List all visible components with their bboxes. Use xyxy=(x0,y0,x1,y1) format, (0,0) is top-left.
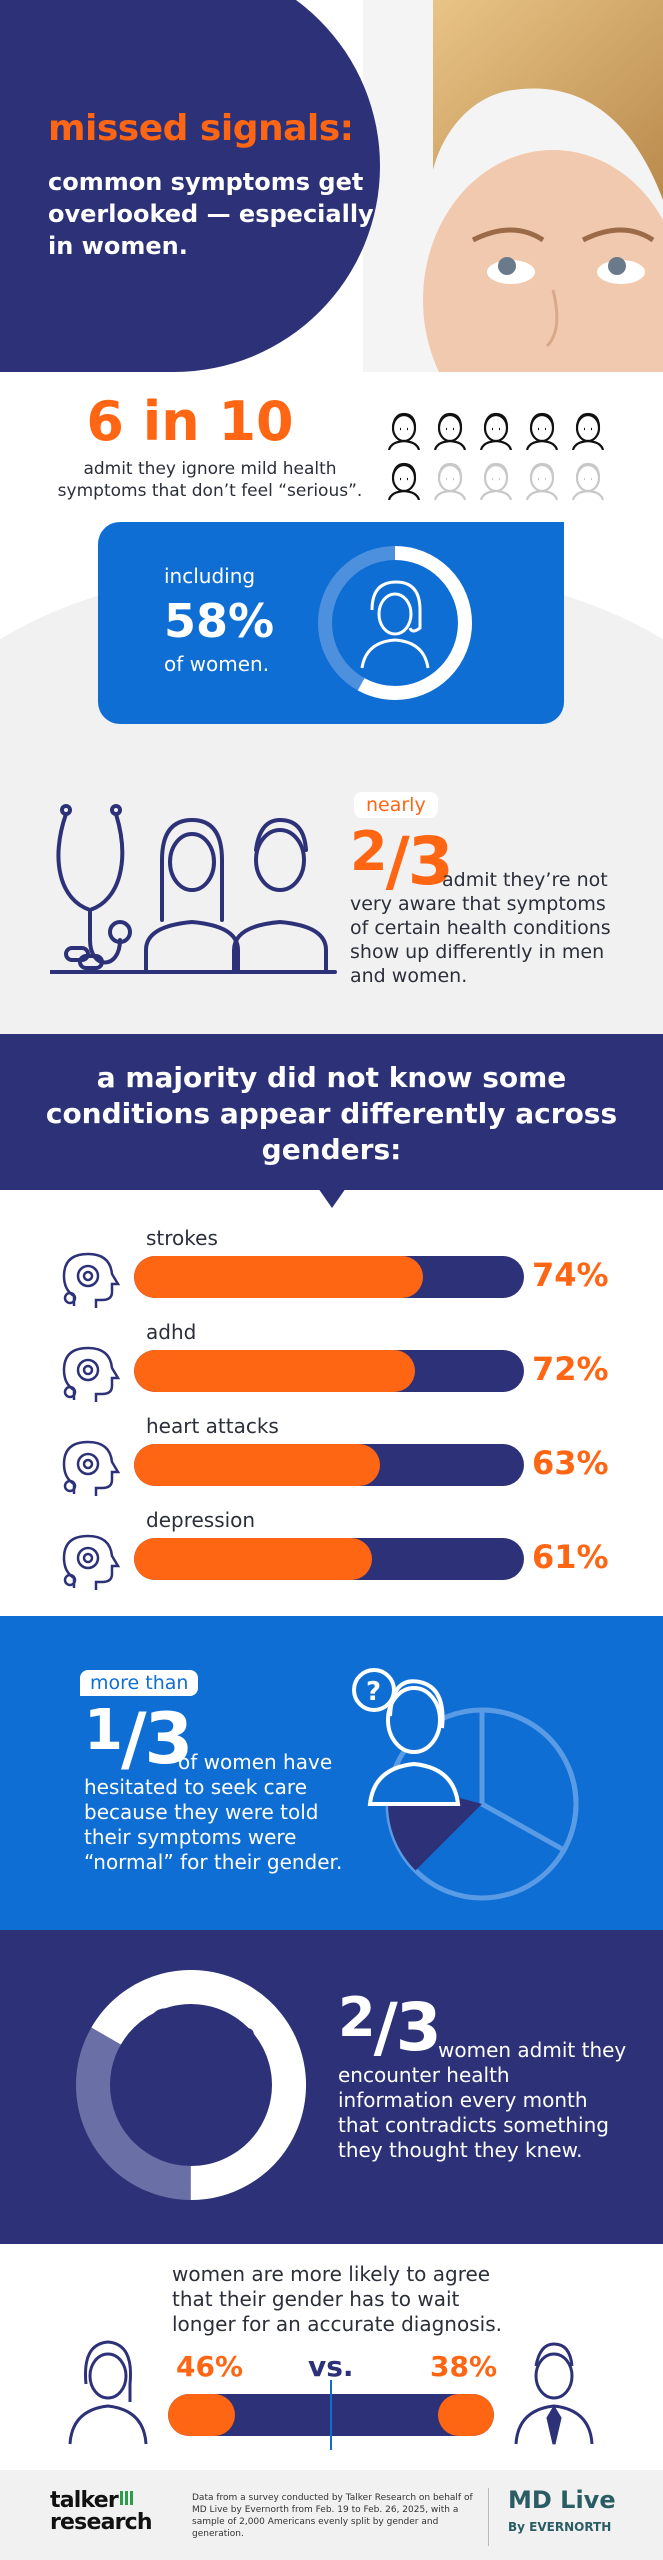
men-percent: 38% xyxy=(430,2350,498,2383)
encounter-fraction: 2/3 xyxy=(338,1986,442,2066)
center-divider xyxy=(330,2380,332,2450)
hero-section: missed signals: common symptoms get over… xyxy=(0,0,663,372)
pointer-arrow xyxy=(318,1188,346,1208)
encounter-text: women admit they encounter health inform… xyxy=(338,2038,627,2162)
person-icon-highlighted xyxy=(387,462,421,500)
two-thirds-fraction: 2/3 xyxy=(350,820,454,900)
six-in-ten-section: 6 in 10 admit they ignore mild health sy… xyxy=(0,372,663,772)
woman-icon xyxy=(68,2340,148,2445)
hero-title: missed signals: xyxy=(48,108,354,149)
more-than-badge: more than xyxy=(80,1670,199,1696)
woman-face-photo xyxy=(363,0,663,372)
condition-label: adhd xyxy=(146,1320,197,1344)
condition-bar-track xyxy=(134,1538,524,1580)
men-bar-fill xyxy=(438,2394,494,2436)
conditions-bar-section: strokes 74% adhd 72% heart attacks 63% depress… xyxy=(0,1210,663,1616)
brain-icon xyxy=(62,1252,121,1308)
condition-row: depression 61% xyxy=(0,1508,663,1600)
person-icon-highlighted xyxy=(387,412,421,450)
svg-text:?: ? xyxy=(366,1677,381,1707)
person-icon-faded xyxy=(525,462,559,500)
nearly-badge: nearly xyxy=(354,792,438,818)
card-value: 58% xyxy=(164,594,275,648)
condition-value: 72% xyxy=(532,1350,609,1388)
hero-blob xyxy=(0,0,380,372)
condition-bar-fill xyxy=(134,1350,415,1392)
card-prefix: including xyxy=(164,564,256,588)
encounter-section: 2/3 women admit they encounter health in… xyxy=(0,1930,663,2244)
women-bar-fill xyxy=(168,2394,236,2436)
donut-laptop-woman-icon xyxy=(76,1970,306,2200)
six-in-ten-description: admit they ignore mild health symptoms t… xyxy=(57,459,363,501)
pie-question-woman-icon: ? xyxy=(352,1668,579,1901)
heart-icon xyxy=(62,1440,121,1496)
condition-row: strokes 74% xyxy=(0,1226,663,1318)
condition-row: heart attacks 63% xyxy=(0,1414,663,1506)
condition-bar-track xyxy=(134,1256,524,1298)
wait-section: women are more likely to agree that thei… xyxy=(0,2244,663,2470)
majority-section: a majority did not know some conditions … xyxy=(0,1034,663,1190)
six-in-ten-headline: 6 in 10 xyxy=(86,390,294,453)
talker-research-logo: talker research xyxy=(50,2488,153,2535)
survey-note: Data from a survey conducted by Talker R… xyxy=(192,2493,473,2539)
two-thirds-text: admit they’re not very aware that sympto… xyxy=(350,869,611,987)
condition-value: 74% xyxy=(532,1256,609,1294)
footer-divider xyxy=(488,2488,489,2546)
footer: talker research Data from a survey condu… xyxy=(0,2470,663,2560)
card-suffix: of women. xyxy=(164,652,270,676)
condition-value: 63% xyxy=(532,1444,609,1482)
condition-bar-track xyxy=(134,1444,524,1486)
person-icon-highlighted xyxy=(525,412,559,450)
condition-row: adhd 72% xyxy=(0,1320,663,1412)
one-third-text: of women have hesitated to seek care bec… xyxy=(84,1750,343,1874)
condition-bar-fill xyxy=(134,1538,372,1580)
man-icon xyxy=(514,2342,594,2445)
condition-label: depression xyxy=(146,1508,256,1532)
women-stat-card: including 58% of women. xyxy=(98,522,564,724)
condition-bar-track xyxy=(134,1350,524,1392)
evernorth-tagline: By EVERNORTH xyxy=(508,2520,612,2534)
wait-text: women are more likely to agree that thei… xyxy=(172,2262,502,2336)
condition-bar-fill xyxy=(134,1444,380,1486)
condition-label: heart attacks xyxy=(146,1414,279,1438)
one-third-section: more than 1/3 of women have hesitated to… xyxy=(0,1616,663,1930)
head-target-icon xyxy=(62,1346,121,1402)
person-icon-highlighted xyxy=(571,412,605,450)
person-icon-highlighted xyxy=(479,412,513,450)
md-live-logo: MD Live xyxy=(508,2486,616,2514)
hero-subtitle: common symptoms get overlooked — especia… xyxy=(48,168,374,260)
stethoscope-couple-illustration xyxy=(50,804,337,974)
women-percent: 46% xyxy=(176,2350,244,2383)
two-thirds-section: nearly 2/3 admit they’re not very aware … xyxy=(0,772,663,1034)
majority-heading: a majority did not know some conditions … xyxy=(45,1061,618,1166)
condition-value: 61% xyxy=(532,1538,609,1576)
people-icons-grid xyxy=(384,410,614,500)
person-icon-highlighted xyxy=(433,412,467,450)
one-third-fraction: 1/3 xyxy=(84,1698,193,1780)
donut-woman-icon xyxy=(318,546,472,700)
condition-bar-fill xyxy=(134,1256,423,1298)
versus-label: vs. xyxy=(308,2350,354,2383)
person-icon-faded xyxy=(571,462,605,500)
head-storm-icon xyxy=(62,1534,121,1590)
condition-label: strokes xyxy=(146,1226,218,1250)
person-icon-faded xyxy=(433,462,467,500)
person-icon-faded xyxy=(479,462,513,500)
